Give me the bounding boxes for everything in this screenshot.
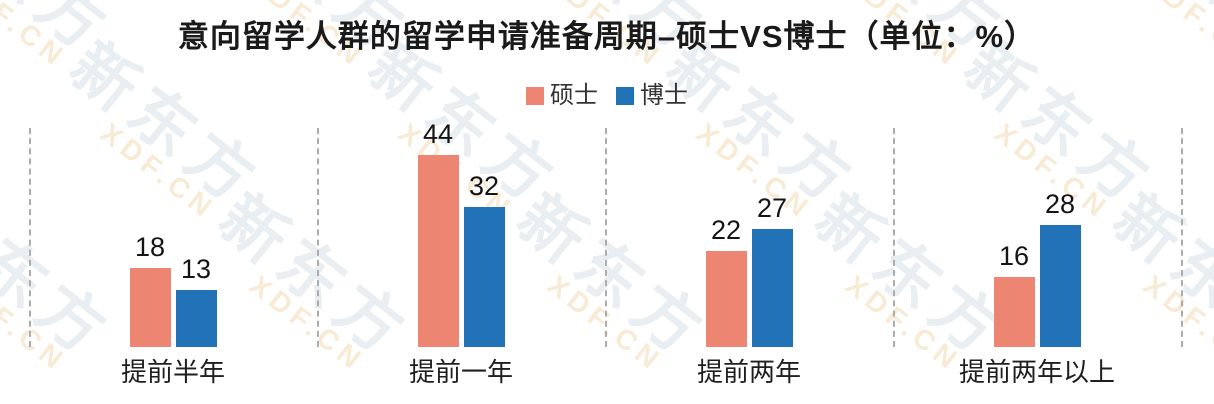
bar-group: 44 32 提前一年 [317, 121, 605, 386]
legend: 硕士 博士 [0, 84, 1214, 108]
bar-博士 [751, 229, 793, 347]
bar-column: 44 [417, 119, 459, 347]
bar-value-label: 22 [710, 215, 742, 245]
group-separator-line [1181, 128, 1183, 347]
bar-value-label: 32 [468, 171, 500, 201]
bar-pair: 18 13 [29, 234, 317, 347]
legend-label: 博士 [640, 82, 688, 109]
legend-swatch-icon [526, 87, 544, 105]
category-label: 提前一年 [408, 357, 513, 387]
bar-value-label: 27 [756, 193, 788, 223]
bar-value-label: 13 [180, 254, 212, 284]
legend-label: 硕士 [550, 82, 598, 109]
bar-column: 27 [751, 193, 793, 347]
bar-硕士 [993, 277, 1035, 347]
bar-column: 18 [129, 232, 171, 347]
bar-博士 [463, 207, 505, 347]
bar-博士 [1039, 225, 1081, 347]
category-label: 提前半年 [120, 357, 225, 387]
bar-column: 28 [1039, 189, 1081, 347]
group-separator-line [29, 128, 31, 347]
bar-column: 32 [463, 171, 505, 347]
bar-column: 22 [705, 215, 747, 347]
bar-value-label: 44 [422, 119, 454, 149]
bar-硕士 [705, 251, 747, 347]
bar-博士 [175, 290, 217, 347]
bar-pair: 44 32 [317, 121, 605, 347]
bar-硕士 [417, 155, 459, 347]
group-separator-line [317, 128, 319, 347]
group-separator-line [893, 128, 895, 347]
bar-value-label: 16 [998, 241, 1030, 271]
bar-group: 22 27 提前两年 [605, 128, 893, 386]
category-label: 提前两年 [696, 357, 801, 387]
legend-item-phd: 博士 [616, 84, 688, 108]
bar-硕士 [129, 268, 171, 347]
legend-item-master: 硕士 [526, 84, 598, 108]
bar-group: 16 28 提前两年以上 [893, 128, 1181, 386]
chart-area: 18 13 提前半年 44 32 提前一年 22 27 提前两年 16 28 提前两年以上 [29, 121, 1183, 386]
bar-value-label: 18 [134, 232, 166, 262]
bar-column: 13 [175, 254, 217, 347]
bar-value-label: 28 [1044, 189, 1076, 219]
group-separator-line [605, 128, 607, 347]
chart-title: 意向留学人群的留学申请准备周期–硕士VS博士（单位：%） [177, 19, 1037, 54]
bar-group: 18 13 提前半年 [29, 128, 317, 386]
category-label: 提前两年以上 [958, 357, 1115, 387]
bar-pair: 16 28 [893, 191, 1181, 347]
legend-swatch-icon [616, 87, 634, 105]
bar-column: 16 [993, 241, 1035, 347]
bar-pair: 22 27 [605, 195, 893, 347]
